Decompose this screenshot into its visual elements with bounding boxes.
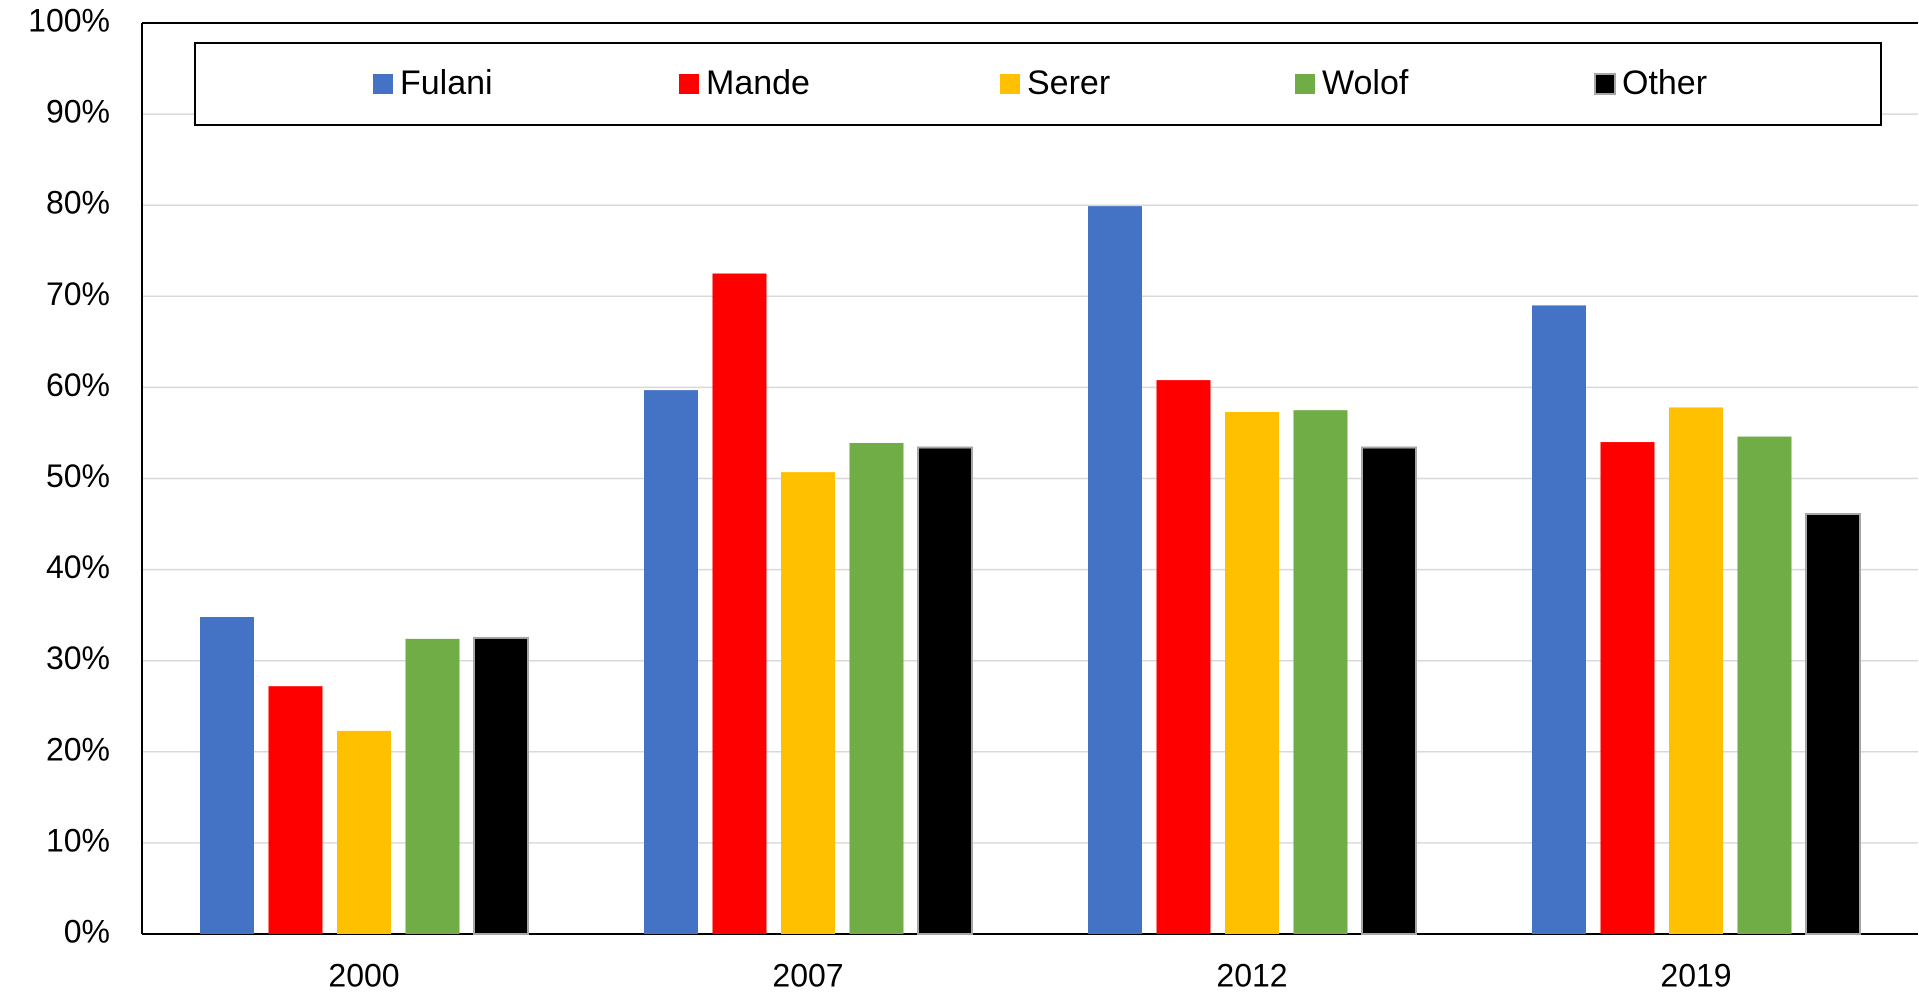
x-tick-label: 2000 [328, 957, 399, 993]
bar [644, 390, 698, 934]
bar [917, 446, 973, 935]
y-tick-label: 10% [46, 822, 110, 858]
legend-label: Wolof [1322, 64, 1409, 102]
x-tick-label: 2019 [1660, 957, 1731, 993]
bar [337, 730, 391, 934]
bar [1293, 410, 1348, 934]
legend-swatch [373, 74, 393, 94]
y-tick-label: 50% [46, 458, 110, 494]
bar [473, 636, 529, 935]
bar [849, 442, 904, 934]
y-tick-label: 20% [46, 731, 110, 767]
bar [268, 686, 323, 934]
legend-label: Fulani [400, 64, 493, 102]
legend-label: Mande [706, 64, 810, 102]
y-tick-label: 90% [46, 94, 110, 130]
bar [405, 638, 460, 934]
bar [1669, 407, 1723, 934]
legend-swatch [679, 74, 699, 94]
bar [1361, 446, 1417, 935]
x-tick-label: 2012 [1216, 957, 1287, 993]
y-tick-label: 40% [46, 549, 110, 585]
y-tick-label: 100% [28, 2, 110, 38]
bar [1737, 436, 1792, 934]
bar [1225, 411, 1279, 934]
y-tick-label: 80% [46, 185, 110, 221]
y-tick-label: 0% [64, 913, 110, 949]
legend-swatch [1295, 74, 1315, 94]
x-tick-label: 2007 [772, 957, 843, 993]
bar [200, 616, 254, 934]
bar [712, 273, 767, 934]
bar [781, 472, 835, 934]
y-tick-label: 30% [46, 640, 110, 676]
bar [1600, 442, 1655, 934]
legend-swatch [1000, 74, 1020, 94]
legend-swatch [1594, 73, 1616, 95]
legend-label: Other [1622, 64, 1707, 102]
y-tick-label: 60% [46, 367, 110, 403]
bar [1088, 206, 1142, 935]
legend-label: Serer [1027, 64, 1110, 102]
bar [1156, 380, 1211, 934]
bar [1532, 305, 1586, 934]
y-tick-label: 70% [46, 276, 110, 312]
bar [1805, 513, 1861, 935]
